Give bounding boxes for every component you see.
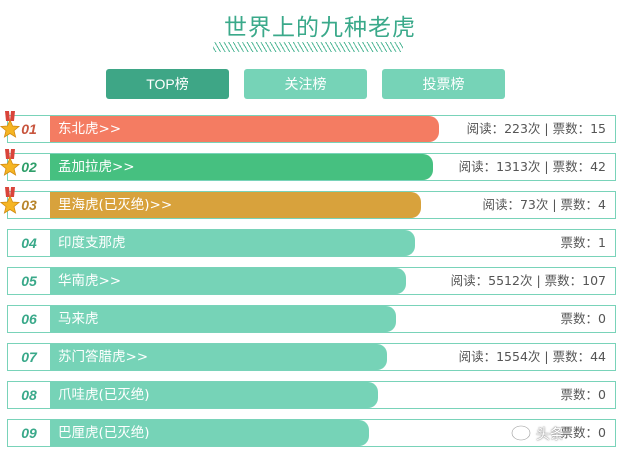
tiger-name-link[interactable]: 里海虎(已灭绝)>> [58,197,173,213]
ranking-bar [50,420,369,446]
ranking-bar [50,116,439,142]
ranking-bar [50,154,433,180]
tiger-name-link[interactable]: 印度支那虎 [58,235,126,251]
tiger-name-link[interactable]: 巴厘虎(已灭绝) [58,425,150,441]
ranking-bar [50,230,415,256]
rank-number: 05 [21,273,37,289]
tiger-name-link[interactable]: 孟加拉虎>> [58,159,135,175]
tiger-name-link[interactable]: 爪哇虎(已灭绝) [58,387,150,403]
rank-number: 04 [21,235,37,251]
ranking-row[interactable]: 07 苏门答腊虎>> 阅读：1554次 | 票数：44 [7,343,616,371]
medal-star-icon [0,187,21,214]
title-underline [213,42,403,52]
ranking-row[interactable]: 09 巴厘虎(已灭绝) 票数：0 [7,419,616,447]
tab-top[interactable]: TOP榜 [106,69,229,99]
row-stats: 阅读：223次 | 票数：15 [466,121,606,136]
rank-number: 02 [21,159,37,175]
page-title: 世界上的九种老虎 [224,15,416,41]
row-stats: 阅读：1554次 | 票数：44 [458,349,606,364]
ranking-bar [50,344,387,370]
ranking-row[interactable]: 06 马来虎 票数：0 [7,305,616,333]
watermark-chat-icon [511,425,531,441]
rank-number: 03 [21,197,37,213]
row-stats: 票数：0 [560,425,606,440]
medal-star-icon [0,111,21,138]
row-stats: 票数：0 [560,311,606,326]
tab-follow[interactable]: 关注榜 [244,69,367,99]
ranking-bar [50,192,421,218]
ranking-row[interactable]: 05 华南虎>> 阅读：5512次 | 票数：107 [7,267,616,295]
tiger-name-link[interactable]: 东北虎>> [58,121,122,137]
tiger-name-link[interactable]: 华南虎>> [58,273,122,289]
row-stats: 阅读：73次 | 票数：4 [482,197,606,212]
watermark-text: 头条 [536,427,564,443]
ranking-row[interactable]: 08 爪哇虎(已灭绝) 票数：0 [7,381,616,409]
medal-star-icon [0,149,21,176]
ranking-bar [50,306,396,332]
row-stats: 票数：0 [560,387,606,402]
row-stats: 阅读：1313次 | 票数：42 [458,159,606,174]
ranking-bar [50,268,406,294]
rank-number: 09 [21,425,37,441]
ranking-row[interactable]: 04 印度支那虎 票数：1 [7,229,616,257]
ranking-row[interactable]: 03 里海虎(已灭绝)>> 阅读：73次 | 票数：4 [0,187,616,219]
ranking-row[interactable]: 02 孟加拉虎>> 阅读：1313次 | 票数：42 [0,149,616,181]
tiger-name-link[interactable]: 马来虎 [58,311,99,327]
ranking-row[interactable]: 01 东北虎>> 阅读：223次 | 票数：15 [0,111,616,143]
rank-number: 06 [21,311,37,327]
rank-number: 08 [21,387,37,403]
row-stats: 阅读：5512次 | 票数：107 [450,273,606,288]
ranking-bar [50,382,378,408]
tab-vote[interactable]: 投票榜 [382,69,505,99]
rank-number: 07 [21,349,37,365]
rank-number: 01 [21,121,37,137]
tiger-name-link[interactable]: 苏门答腊虎>> [58,349,149,365]
row-stats: 票数：1 [560,235,606,250]
